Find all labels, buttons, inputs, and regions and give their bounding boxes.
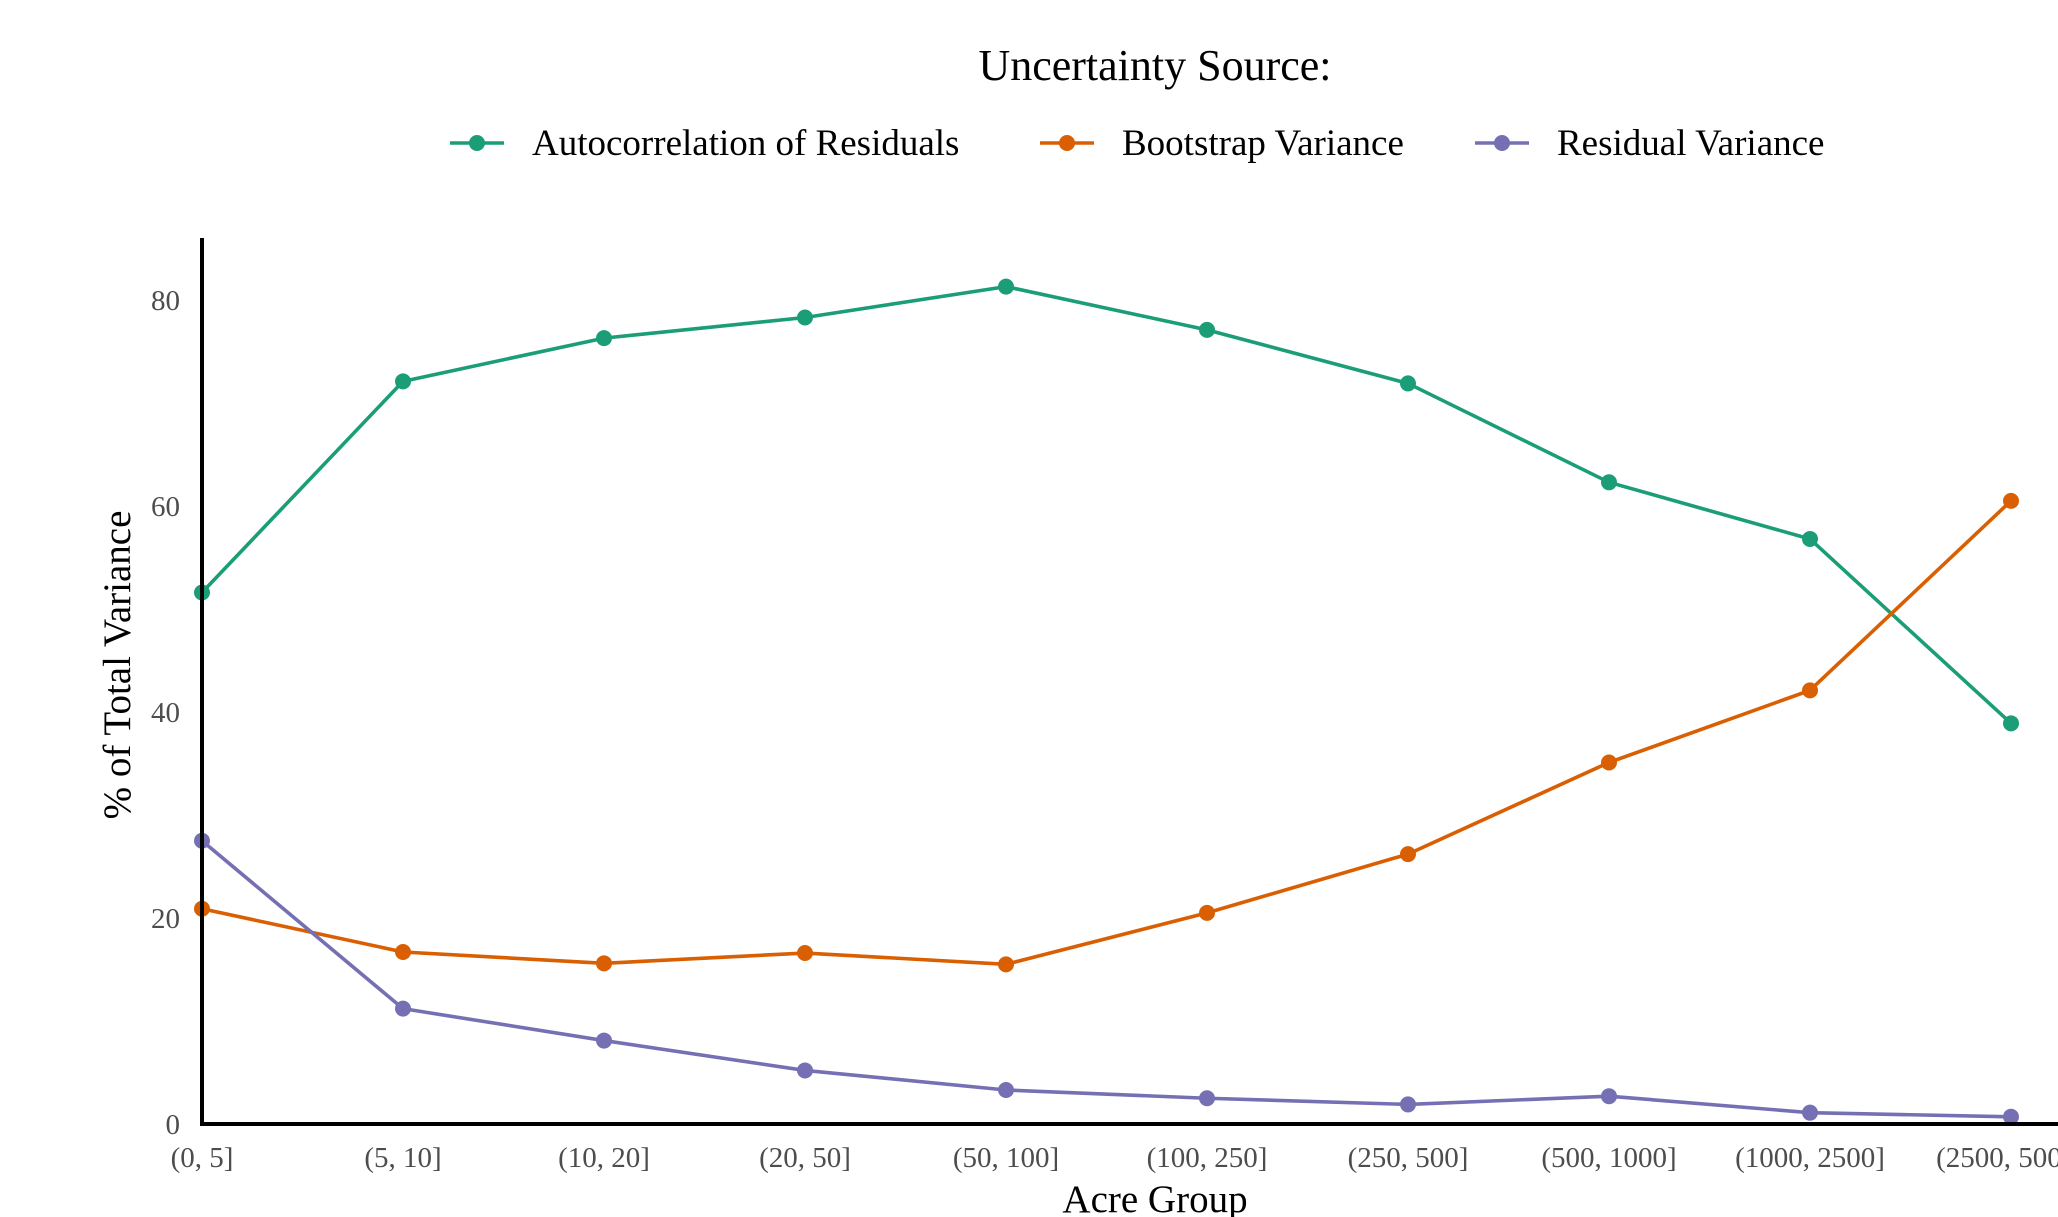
- y-tick-labels: 0 20 40 60 80: [151, 285, 180, 1141]
- legend-items: Autocorrelation of Residuals Bootstrap Va…: [450, 123, 1824, 164]
- legend-title: Uncertainty Source:: [978, 41, 1331, 90]
- series-line: [201, 499, 2013, 967]
- legend-item: Autocorrelation of Residuals: [450, 123, 959, 164]
- legend-label: Bootstrap Variance: [1122, 123, 1404, 164]
- x-tick-labels: (0, 5] (5, 10] (10, 20] (20, 50] (50, 100] (1…: [171, 1142, 2058, 1174]
- series-line: [200, 284, 2013, 725]
- data-point: [1601, 754, 1617, 771]
- data-point: [998, 1082, 1014, 1099]
- data-point: [998, 278, 1014, 295]
- x-tick-label: (50, 100]: [953, 1142, 1059, 1174]
- data-point: [2003, 492, 2019, 509]
- y-tick-label: 0: [166, 1109, 181, 1141]
- x-tick-label: (2500, 5000]: [1936, 1142, 2058, 1174]
- data-point: [395, 373, 411, 390]
- legend-key-point: [1494, 135, 1510, 151]
- y-tick-label: 60: [151, 491, 180, 523]
- series-bootstrap-variance: [194, 492, 2019, 973]
- x-tick-label: (1000, 2500]: [1735, 1142, 1885, 1174]
- y-axis-title: % of Total Variance: [96, 511, 139, 820]
- x-tick-label: (500, 1000]: [1541, 1142, 1676, 1174]
- data-point: [1199, 321, 1215, 338]
- legend-label: Autocorrelation of Residuals: [532, 123, 959, 164]
- series-residual-variance: [194, 832, 2019, 1125]
- legend: Uncertainty Source: Autocorrelation of R…: [450, 41, 1824, 164]
- data-point: [1199, 1090, 1215, 1107]
- legend-item: Bootstrap Variance: [1040, 123, 1404, 164]
- y-tick-label: 20: [151, 903, 180, 935]
- data-point: [596, 330, 612, 347]
- data-point: [395, 943, 411, 960]
- data-point: [1400, 1096, 1416, 1113]
- data-point: [1802, 530, 1818, 547]
- data-point: [596, 955, 612, 972]
- x-tick-label: (10, 20]: [558, 1142, 650, 1174]
- y-tick-label: 80: [151, 285, 180, 317]
- legend-item: Residual Variance: [1475, 123, 1824, 164]
- series-autocorrelation-of-residuals: [194, 278, 2019, 732]
- data-point: [1802, 682, 1818, 699]
- data-point: [797, 1062, 813, 1079]
- legend-label: Residual Variance: [1557, 123, 1824, 164]
- data-point: [1601, 474, 1617, 491]
- data-point: [1400, 846, 1416, 863]
- data-point: [998, 956, 1014, 973]
- data-point: [1400, 375, 1416, 392]
- series-line: [200, 839, 2012, 1119]
- x-tick-label: (0, 5]: [171, 1142, 234, 1174]
- y-tick-label: 40: [151, 697, 180, 729]
- series-layer: [194, 278, 2019, 1125]
- data-point: [2003, 715, 2019, 732]
- data-point: [2003, 1108, 2019, 1125]
- legend-key-point: [469, 135, 485, 151]
- data-point: [395, 1000, 411, 1017]
- data-point: [1601, 1088, 1617, 1105]
- x-axis-title: Acre Group: [1062, 1178, 1247, 1217]
- x-tick-label: (5, 10]: [364, 1142, 441, 1174]
- x-tick-label: (100, 250]: [1147, 1142, 1268, 1174]
- data-point: [797, 945, 813, 962]
- data-point: [596, 1032, 612, 1049]
- data-point: [1802, 1104, 1818, 1121]
- data-point: [797, 309, 813, 326]
- legend-key-point: [1059, 135, 1075, 151]
- x-tick-label: (20, 50]: [759, 1142, 851, 1174]
- data-point: [1199, 904, 1215, 921]
- x-tick-label: (250, 500]: [1348, 1142, 1469, 1174]
